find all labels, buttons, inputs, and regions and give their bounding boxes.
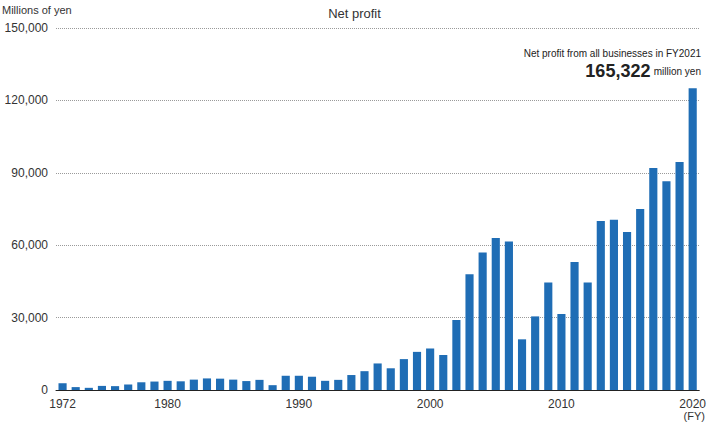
svg-text:165,322: 165,322 bbox=[585, 61, 650, 81]
svg-text:2000: 2000 bbox=[417, 397, 444, 411]
svg-text:120,000: 120,000 bbox=[5, 93, 49, 107]
svg-text:90,000: 90,000 bbox=[11, 166, 48, 180]
svg-text:1980: 1980 bbox=[154, 397, 181, 411]
svg-text:2020: 2020 bbox=[679, 397, 706, 411]
svg-text:0: 0 bbox=[41, 383, 48, 397]
svg-text:1972: 1972 bbox=[49, 397, 76, 411]
svg-text:1990: 1990 bbox=[286, 397, 313, 411]
svg-text:(FY): (FY) bbox=[684, 410, 705, 422]
svg-text:150,000: 150,000 bbox=[5, 21, 49, 35]
svg-text:Millions of yen: Millions of yen bbox=[2, 4, 72, 16]
svg-text:60,000: 60,000 bbox=[11, 238, 48, 252]
svg-text:Net profit: Net profit bbox=[328, 6, 381, 21]
svg-text:million yen: million yen bbox=[654, 66, 701, 77]
svg-text:2010: 2010 bbox=[548, 397, 575, 411]
svg-text:Net profit from all businesses: Net profit from all businesses in FY2021 bbox=[524, 48, 702, 59]
svg-text:30,000: 30,000 bbox=[11, 311, 48, 325]
